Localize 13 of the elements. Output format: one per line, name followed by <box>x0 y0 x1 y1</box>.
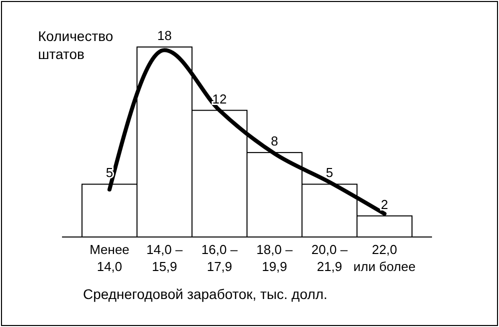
data-label: 12 <box>212 91 227 106</box>
x-tick-label: 14,0 – 15,9 <box>146 242 184 274</box>
y-axis-title: Количество штатов <box>38 28 114 62</box>
data-label: 8 <box>270 134 278 149</box>
x-axis-title: Среднегодовой заработок, тыс. долл. <box>83 286 328 302</box>
x-tick-label: 16,0 – 17,9 <box>201 242 238 274</box>
data-label: 18 <box>157 28 172 43</box>
x-tick-label: 20,0 – 21,9 <box>311 242 348 274</box>
x-tick-label: 18,0 – 19,9 <box>256 242 294 274</box>
x-tick-label: 22,0 или более <box>353 242 416 274</box>
x-tick-label: Менее 14,0 <box>90 242 130 274</box>
data-label: 2 <box>380 196 388 212</box>
data-label: 5 <box>326 165 334 180</box>
